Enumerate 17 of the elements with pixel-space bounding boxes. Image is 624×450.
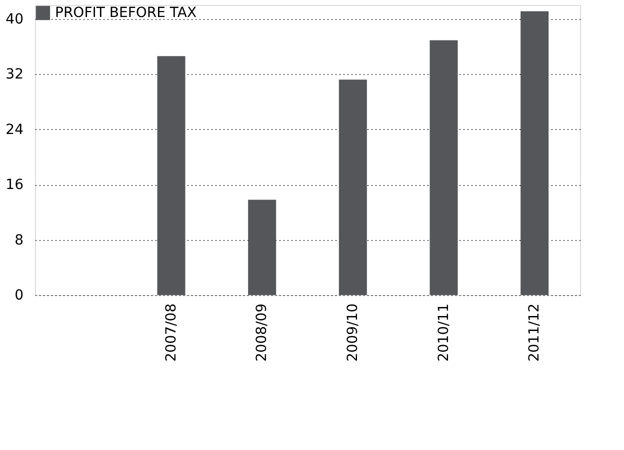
y-tick-label: 24 — [6, 122, 24, 138]
bar — [157, 56, 186, 295]
bar — [520, 11, 549, 295]
x-tick-label: 2009/10 — [344, 304, 361, 362]
x-tick-label: 2010/11 — [436, 304, 452, 362]
bar — [248, 200, 276, 295]
y-tick-label: 32 — [6, 66, 24, 83]
y-tick-label: 0 — [14, 288, 24, 304]
x-tick-label: 2007/08 — [163, 304, 180, 362]
x-tick-label: 2011/12 — [526, 304, 543, 362]
y-tick-label: 16 — [6, 177, 24, 194]
bar — [430, 40, 458, 295]
y-tick-label: 40 — [6, 11, 24, 28]
y-tick-label: 8 — [14, 232, 24, 248]
bar — [338, 80, 367, 295]
x-tick-label: 2008/09 — [254, 304, 270, 362]
legend-label: PROFIT BEFORE TAX — [55, 5, 197, 21]
